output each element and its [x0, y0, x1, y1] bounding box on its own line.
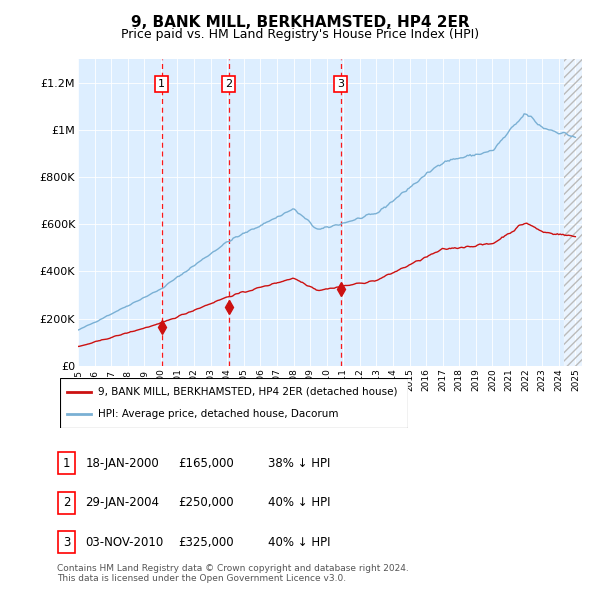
- Text: 03-NOV-2010: 03-NOV-2010: [85, 536, 163, 549]
- Text: £250,000: £250,000: [178, 496, 234, 509]
- Text: Contains HM Land Registry data © Crown copyright and database right 2024.
This d: Contains HM Land Registry data © Crown c…: [57, 563, 409, 583]
- Text: £325,000: £325,000: [178, 536, 234, 549]
- Bar: [564, 59, 584, 366]
- Text: 29-JAN-2004: 29-JAN-2004: [85, 496, 159, 509]
- Text: 3: 3: [63, 536, 70, 549]
- Text: 38% ↓ HPI: 38% ↓ HPI: [268, 457, 331, 470]
- Text: 2: 2: [63, 496, 70, 509]
- Text: 18-JAN-2000: 18-JAN-2000: [85, 457, 159, 470]
- Text: 1: 1: [63, 457, 70, 470]
- Text: 1: 1: [158, 79, 165, 88]
- Text: 40% ↓ HPI: 40% ↓ HPI: [268, 536, 331, 549]
- Text: £165,000: £165,000: [178, 457, 234, 470]
- Text: Price paid vs. HM Land Registry's House Price Index (HPI): Price paid vs. HM Land Registry's House …: [121, 28, 479, 41]
- Text: HPI: Average price, detached house, Dacorum: HPI: Average price, detached house, Daco…: [98, 409, 339, 419]
- Text: 9, BANK MILL, BERKHAMSTED, HP4 2ER: 9, BANK MILL, BERKHAMSTED, HP4 2ER: [131, 15, 469, 30]
- Text: 2: 2: [225, 79, 232, 88]
- Text: 3: 3: [337, 79, 344, 88]
- Bar: [564, 59, 584, 366]
- Text: 40% ↓ HPI: 40% ↓ HPI: [268, 496, 331, 509]
- Text: 9, BANK MILL, BERKHAMSTED, HP4 2ER (detached house): 9, BANK MILL, BERKHAMSTED, HP4 2ER (deta…: [98, 386, 398, 396]
